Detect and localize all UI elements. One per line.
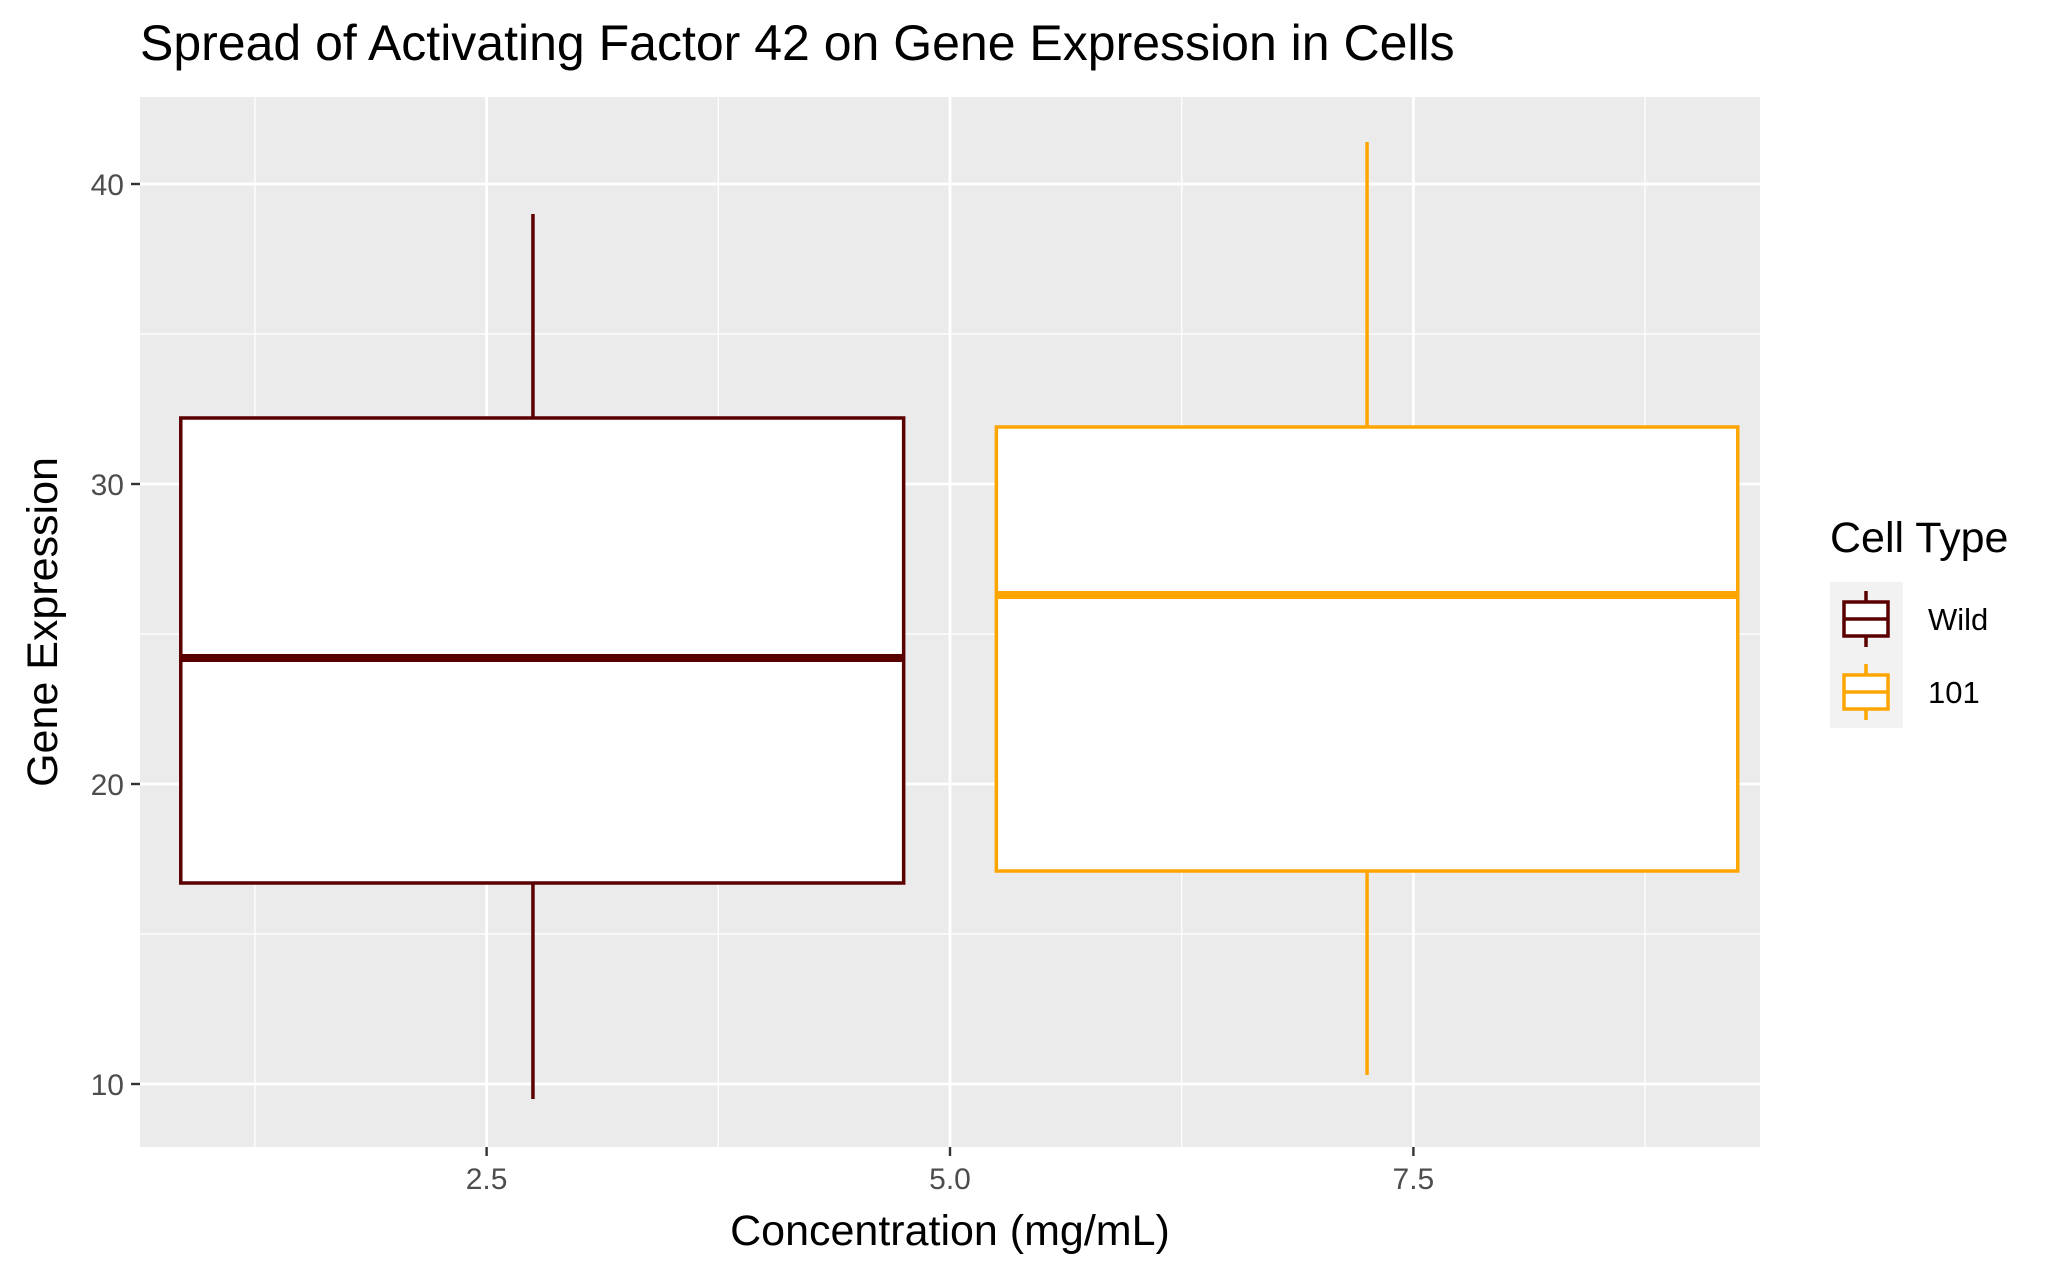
legend-item-101: 101 bbox=[1842, 664, 1980, 720]
legend-label: 101 bbox=[1928, 675, 1980, 710]
x-tick-label: 7.5 bbox=[1393, 1163, 1435, 1196]
boxplot-101 bbox=[994, 142, 1740, 1075]
legend-label: Wild bbox=[1928, 602, 1988, 637]
y-axis: 10 20 30 40 bbox=[91, 169, 140, 1102]
x-tick-label: 5.0 bbox=[929, 1163, 971, 1196]
legend-item-Wild: Wild bbox=[1842, 591, 1988, 647]
y-tick-label: 10 bbox=[91, 1069, 124, 1102]
x-tick-label: 2.5 bbox=[466, 1163, 508, 1196]
y-tick-label: 20 bbox=[91, 769, 124, 802]
y-tick-label: 40 bbox=[91, 169, 124, 202]
boxes bbox=[179, 142, 1740, 1099]
y-tick-label: 30 bbox=[91, 469, 124, 502]
x-axis-title: Concentration (mg/mL) bbox=[730, 1207, 1170, 1255]
legend: Cell Type Wild 101 bbox=[1830, 514, 2008, 728]
box bbox=[994, 425, 1740, 873]
chart-title: Spread of Activating Factor 42 on Gene E… bbox=[140, 15, 1455, 71]
legend-title: Cell Type bbox=[1830, 514, 2008, 562]
x-axis: 2.5 5.0 7.5 bbox=[466, 1147, 1434, 1196]
y-axis-title: Gene Expression bbox=[19, 457, 67, 787]
boxplot-Wild bbox=[179, 214, 906, 1099]
box bbox=[179, 416, 906, 885]
